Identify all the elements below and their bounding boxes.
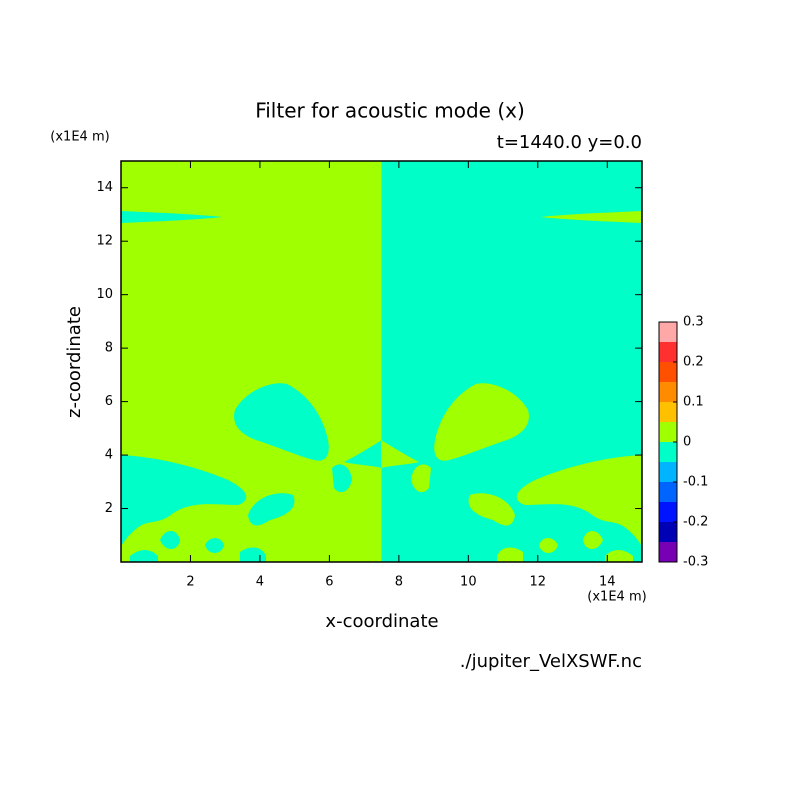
contour-region — [248, 493, 295, 526]
colorbar-swatch — [659, 462, 677, 482]
colorbar-tick-label: 0.2 — [683, 355, 704, 370]
y-tick-label: 6 — [105, 394, 113, 409]
x-tick-label: 12 — [530, 575, 547, 590]
contour-region — [583, 531, 603, 549]
colorbar-tick-label: -0.2 — [683, 515, 708, 530]
colorbar-swatch — [659, 482, 677, 502]
subtitle: t=1440.0 y=0.0 — [497, 132, 642, 153]
x-tick-label: 4 — [256, 575, 264, 590]
chart-title: Filter for acoustic mode (x) — [255, 99, 525, 123]
y-unit: (x1E4 m) — [50, 130, 109, 145]
y-tick-label: 4 — [105, 448, 113, 463]
y-tick-label: 14 — [96, 180, 113, 195]
colorbar-swatch — [659, 422, 677, 442]
colorbar-swatch — [659, 342, 677, 362]
colorbar-tick-label: -0.1 — [683, 475, 708, 490]
contour-region — [130, 550, 158, 562]
colorbar-tick-label: 0 — [683, 435, 691, 450]
colorbar-swatch — [659, 402, 677, 422]
contour-region — [121, 211, 222, 223]
field — [121, 161, 642, 562]
y-tick-label: 2 — [105, 501, 113, 516]
contour-region — [160, 531, 180, 549]
contour-region — [344, 440, 382, 468]
plot-frame — [120, 160, 643, 563]
contour-region — [205, 537, 224, 554]
y-axis-label: z-coordinate — [64, 306, 85, 418]
colorbar-tick-label: 0.1 — [683, 395, 704, 410]
contour-region — [516, 455, 642, 546]
right-half-shapes — [381, 211, 642, 562]
contour-region — [434, 383, 529, 461]
colorbar-tick-label: 0.3 — [683, 315, 704, 330]
contour-region — [234, 383, 329, 461]
contour-region — [539, 537, 558, 554]
contour-region — [381, 440, 419, 468]
contour-region — [497, 547, 523, 562]
contour-region — [411, 464, 431, 493]
x-tick-label: 2 — [186, 575, 194, 590]
contour-region — [468, 493, 515, 526]
y-tick-label: 10 — [96, 287, 113, 302]
colorbar-swatch — [659, 442, 677, 462]
contour-region — [605, 550, 633, 562]
contour-region — [541, 211, 642, 223]
colorbar-swatch — [659, 542, 677, 562]
colorbar-swatch — [659, 322, 677, 342]
y-tick-label: 8 — [105, 341, 113, 356]
x-tick-label: 10 — [460, 575, 477, 590]
contour-region — [332, 464, 352, 493]
colorbar-tick-label: -0.3 — [683, 555, 708, 570]
x-axis-label: x-coordinate — [325, 611, 438, 632]
x-tick-label: 14 — [599, 575, 616, 590]
x-tick-label: 8 — [395, 575, 403, 590]
colorbar-swatch — [659, 362, 677, 382]
source-label: ./jupiter_VelXSWF.nc — [460, 651, 642, 672]
y-tick-label: 12 — [96, 234, 113, 249]
left-half-shapes — [121, 211, 382, 562]
x-tick-label: 6 — [325, 575, 333, 590]
colorbar-swatch — [659, 382, 677, 402]
contour-region — [121, 455, 247, 546]
x-unit: (x1E4 m) — [587, 590, 646, 605]
colorbar-swatch — [659, 522, 677, 542]
colorbar-swatch — [659, 502, 677, 522]
